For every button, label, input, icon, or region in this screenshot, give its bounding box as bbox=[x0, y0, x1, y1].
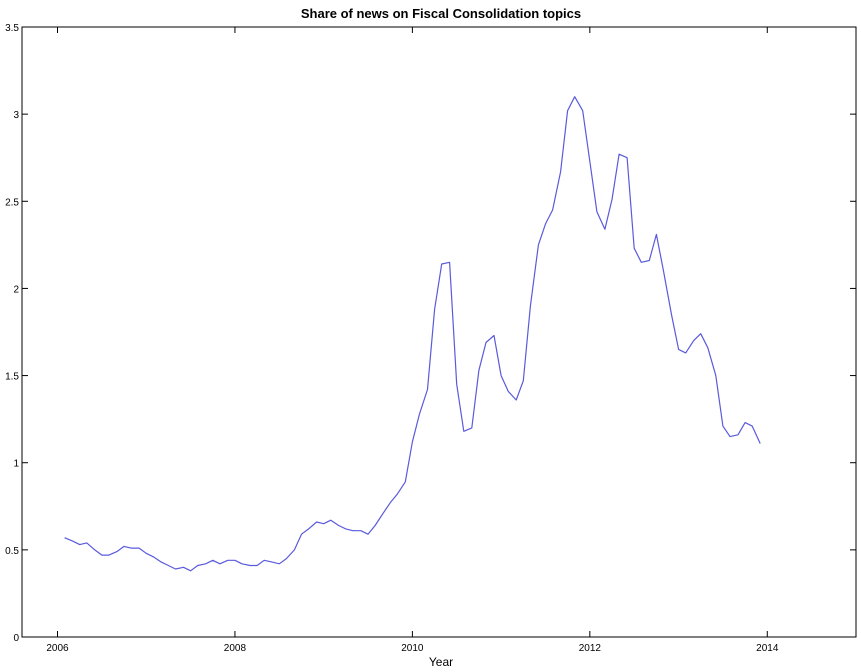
y-tick-label: 0.5 bbox=[5, 546, 19, 557]
y-tick-label: 2.5 bbox=[5, 197, 19, 208]
y-tick-label: 3 bbox=[13, 110, 19, 121]
x-axis-label: Year bbox=[429, 655, 453, 669]
x-tick-label: 2010 bbox=[401, 643, 424, 654]
y-tick-label: 1 bbox=[13, 459, 19, 470]
series-layer bbox=[64, 96, 761, 572]
y-tick-label: 2 bbox=[13, 284, 19, 295]
y-tick-label: 3.5 bbox=[5, 23, 19, 34]
y-tick-label: 1.5 bbox=[5, 372, 19, 383]
axes-box bbox=[21, 26, 857, 638]
x-tick-label: 2006 bbox=[46, 643, 69, 654]
y-tick-label: 0 bbox=[13, 633, 19, 644]
x-tick-label: 2014 bbox=[756, 643, 779, 654]
axis-tick-labels: 2006 2008 2010 2012 2014 0 0.5 1 1.5 2 2.5 3 3.5 bbox=[5, 23, 779, 654]
x-tick-label: 2008 bbox=[224, 643, 247, 654]
chart-title: Share of news on Fiscal Consolidation to… bbox=[301, 6, 581, 21]
x-tick-label: 2012 bbox=[579, 643, 602, 654]
series-line bbox=[64, 96, 761, 572]
